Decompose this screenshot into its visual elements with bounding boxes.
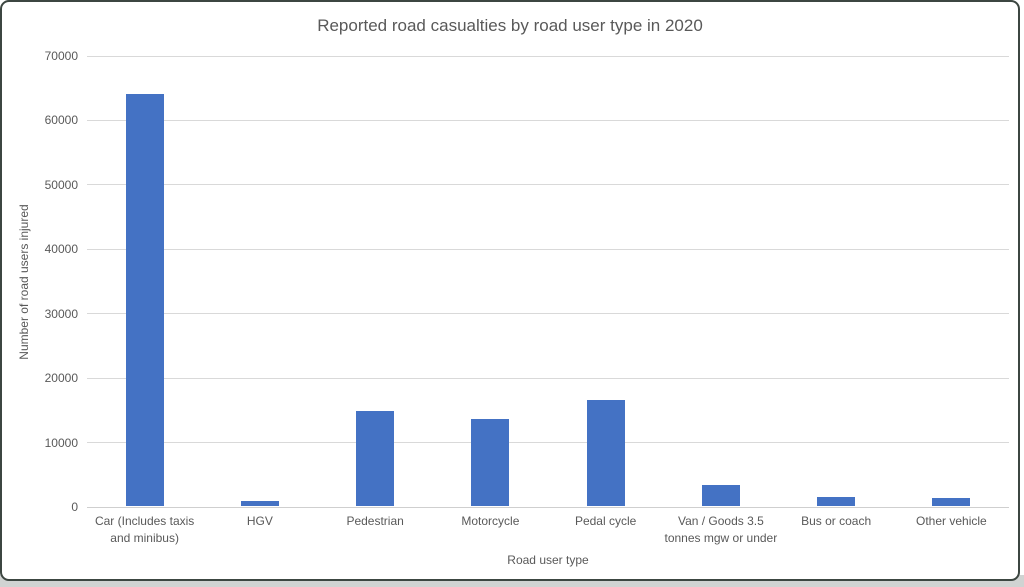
bar-pedal-cycle[interactable] [586,400,625,506]
bar-car-includes-taxis-and-minibus[interactable] [125,93,164,506]
x-axis-line [87,506,1009,508]
x-tick-label-hgv: HGV [246,514,273,528]
y-tick-label-70000: 70000 [44,49,78,63]
x-tick-label-van-goods-3-5-tonnes-mgw-or-under: Van / Goods 3.5 tonnes mgw or under [664,514,778,545]
x-tick-label-motorcycle: Motorcycle [461,514,520,528]
y-tick-label-60000: 60000 [44,113,78,128]
bar-pedestrian[interactable] [356,411,395,506]
chart-title: Reported road casualties by road user ty… [317,16,703,35]
y-tick-label-20000: 20000 [44,371,78,386]
y-axis-tick-labels: 0 10000 20000 30000 40000 50000 60000 70000 [2,49,78,514]
gridline-20000 [87,377,1009,379]
bar-motorcycle[interactable] [471,419,510,506]
x-tick-label-pedestrian: Pedestrian [346,514,404,528]
bar-other-vehicle[interactable] [932,498,971,506]
bar-hgv[interactable] [240,500,279,506]
bar-bus-or-coach[interactable] [817,496,856,506]
y-tick-label-10000: 10000 [44,435,78,450]
y-tick-label-30000: 30000 [44,306,78,321]
bar-van-goods-3-5-tonnes-mgw-or-under[interactable] [701,485,740,506]
gridline-50000 [87,184,1009,186]
x-tick-label-other-vehicle: Other vehicle [916,514,987,528]
x-axis-title: Road user type [507,553,589,567]
gridline-40000 [87,248,1009,250]
x-tick-label-bus-or-coach: Bus or coach [801,514,872,528]
y-tick-label-0: 0 [71,500,78,514]
gridline-30000 [87,313,1009,315]
x-tick-label-car-includes-taxis-and-minibus: Car (Includes taxis and minibus) [94,514,195,545]
x-tick-label-pedal-cycle: Pedal cycle [574,514,637,528]
y-tick-label-50000: 50000 [44,177,78,192]
plot-area[interactable] [87,55,1009,508]
gridline-70000 [87,55,1009,57]
gridline-60000 [87,119,1009,121]
gridline-10000 [87,442,1009,444]
y-tick-label-40000: 40000 [44,242,78,257]
